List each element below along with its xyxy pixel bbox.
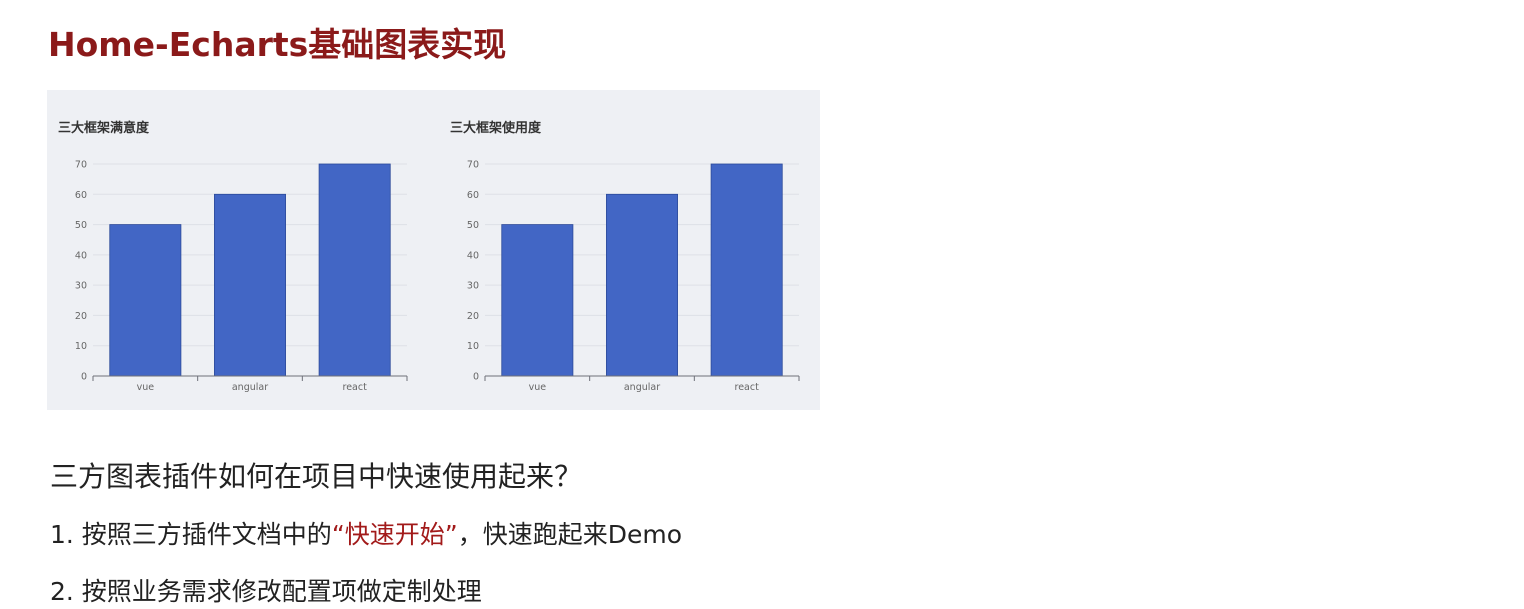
chart-2-bar-angular: [606, 193, 678, 377]
chart-2-ytick-6: 60: [467, 190, 479, 201]
chart-2-ytick-4: 40: [467, 250, 479, 261]
page-title: Home-Echarts基础图表实现: [48, 25, 507, 64]
question-text: 三方图表插件如何在项目中快速使用起来？: [50, 460, 583, 493]
step-1-suffix: ，快速跑起来Demo: [457, 520, 682, 549]
chart-2-ytick-3: 30: [467, 281, 479, 292]
chart-1-bar-vue: [109, 224, 182, 377]
chart-2-xtick-label-angular: angular: [624, 382, 660, 393]
chart-1-ytick-0: 0: [81, 372, 87, 383]
chart-2-ytick-5: 50: [467, 220, 479, 231]
chart-1-ytick-6: 60: [75, 190, 87, 201]
chart-1-title: 三大框架满意度: [58, 120, 150, 136]
chart-2-xtick-label-vue: vue: [529, 382, 547, 393]
chart-1-ytick-2: 20: [75, 311, 87, 322]
chart-panel: 三大框架满意度 0 10 20 30 40 50 60 70 vue angular react 三大框…: [47, 90, 820, 410]
chart-1-ytick-4: 40: [75, 250, 87, 261]
charts-svg: 三大框架满意度 0 10 20 30 40 50 60 70 vue angular react 三大框…: [58, 120, 800, 393]
chart-1-ytick-5: 50: [75, 220, 87, 231]
chart-2-bar-react: [710, 163, 783, 377]
chart-2-title: 三大框架使用度: [450, 120, 542, 136]
chart-2-ytick-1: 10: [467, 341, 479, 352]
chart-1-xtick-label-vue: vue: [137, 382, 155, 393]
chart-2-bar-vue: [501, 224, 574, 377]
chart-1-bar-react: [318, 163, 391, 377]
chart-1-xtick-label-angular: angular: [232, 382, 268, 393]
step-1-prefix: 1. 按照三方插件文档中的: [50, 520, 332, 549]
chart-1-xtick-label-react: react: [343, 382, 368, 393]
chart-1-ytick-7: 70: [75, 160, 87, 171]
chart-2-ytick-0: 0: [473, 372, 479, 383]
chart-1-ytick-1: 10: [75, 341, 87, 352]
step-1: 1. 按照三方插件文档中的“快速开始”，快速跑起来Demo: [50, 515, 682, 551]
chart-2-xtick-label-react: react: [735, 382, 760, 393]
chart-2-ytick-7: 70: [467, 160, 479, 171]
chart-1-bar-angular: [214, 193, 286, 377]
step-2: 2. 按照业务需求修改配置项做定制处理: [50, 577, 482, 606]
chart-1-ytick-3: 30: [75, 281, 87, 292]
chart-2-ytick-2: 20: [467, 311, 479, 322]
step-1-highlight: “快速开始”: [331, 520, 458, 549]
